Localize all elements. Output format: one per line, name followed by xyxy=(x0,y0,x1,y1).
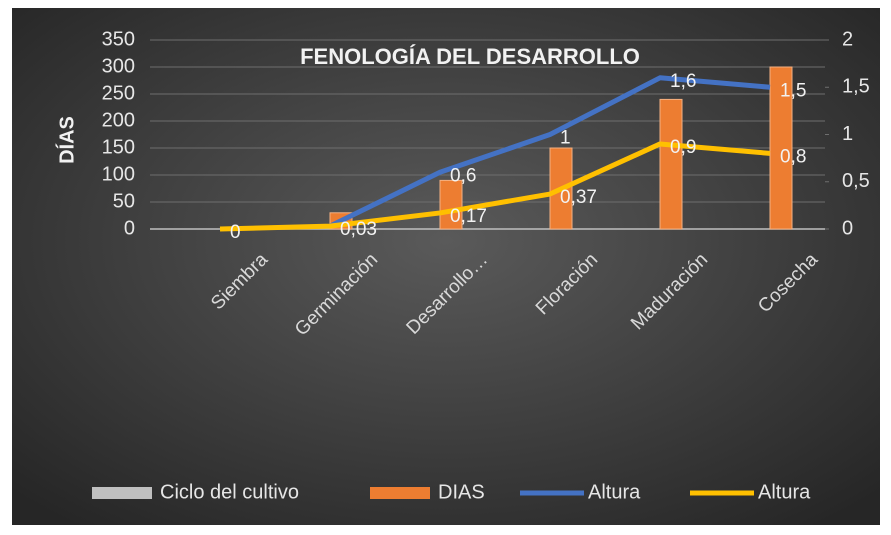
y2-tick-label: 0,5 xyxy=(842,170,870,192)
data-label: 0,6 xyxy=(450,165,476,186)
data-label: 0,8 xyxy=(780,146,806,167)
legend-label: Altura xyxy=(758,481,811,503)
y2-tick-label: 0 xyxy=(842,217,853,239)
data-label: 0 xyxy=(230,222,241,243)
y-tick-label: 350 xyxy=(102,28,135,50)
legend-label: Ciclo del cultivo xyxy=(160,481,299,503)
data-label: 1,6 xyxy=(670,71,696,92)
y2-tick-label: 1,5 xyxy=(842,76,870,98)
data-label: 1,5 xyxy=(780,80,806,101)
legend-label: DIAS xyxy=(438,481,485,503)
legend-label: Altura xyxy=(588,481,641,503)
legend-swatch xyxy=(370,487,430,499)
y-tick-label: 250 xyxy=(102,82,135,104)
y-axis-label: DÍAS xyxy=(55,116,78,164)
y2-tick-label: 2 xyxy=(842,28,853,50)
line xyxy=(219,141,771,232)
y-tick-label: 150 xyxy=(102,136,135,158)
bar xyxy=(659,98,683,230)
y-tick-label: 300 xyxy=(102,55,135,77)
data-label: 0,03 xyxy=(340,219,377,240)
data-label: 0,9 xyxy=(670,137,696,158)
y-tick-label: 100 xyxy=(102,163,135,185)
y-tick-label: 50 xyxy=(113,190,135,212)
y-tick-label: 200 xyxy=(102,109,135,131)
bar xyxy=(439,179,463,230)
data-label: 0,37 xyxy=(560,187,597,208)
y2-tick-label: 1 xyxy=(842,123,853,145)
legend-swatch xyxy=(92,487,152,499)
data-label: 0,17 xyxy=(450,206,487,227)
line xyxy=(328,75,771,229)
y-tick-label: 0 xyxy=(124,217,135,239)
chart-title: FENOLOGÍA DEL DESARROLLO xyxy=(300,44,640,69)
data-label: 1 xyxy=(560,128,571,149)
bar xyxy=(769,66,793,230)
